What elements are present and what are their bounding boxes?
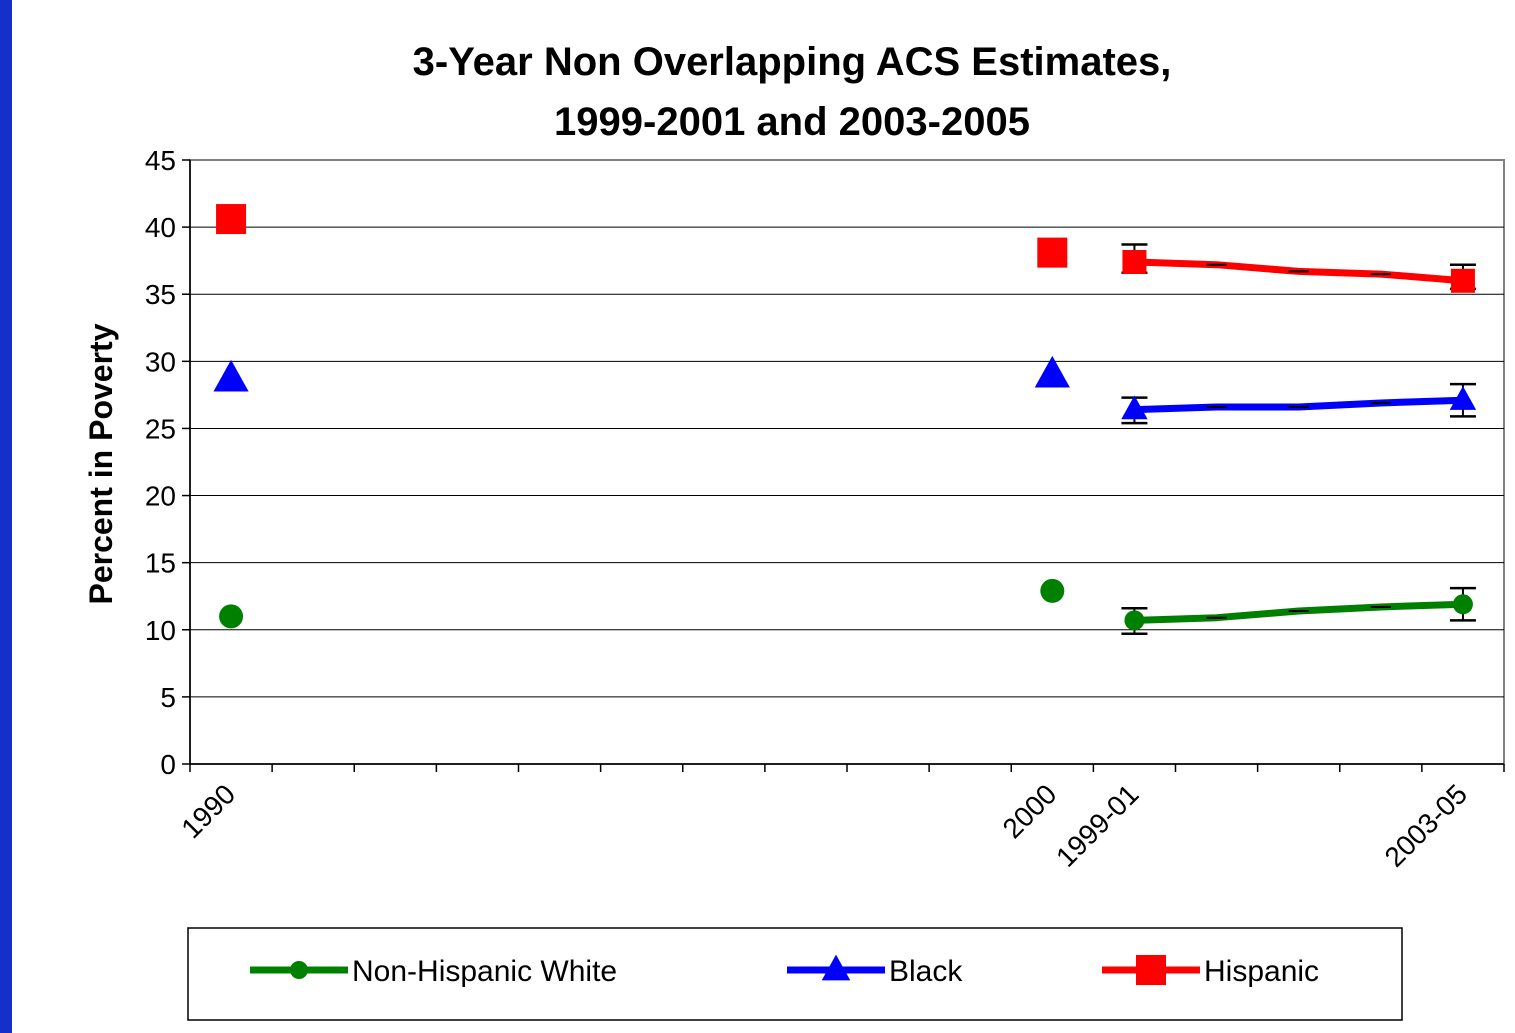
y-axis: 0 5 10 15 20 25 30 35 40 45 — [145, 145, 191, 780]
y-axis-title: Percent in Poverty — [83, 323, 119, 604]
data-point-white — [1040, 578, 1065, 603]
slide-background: 3-Year Non Overlapping ACS Estimates, 19… — [12, 0, 1515, 1033]
data-point-hispanic — [1450, 268, 1475, 293]
data-point-white — [1124, 610, 1145, 631]
legend-item-hispanic: Hispanic — [1102, 955, 1319, 988]
data-point-black — [1121, 395, 1148, 420]
y-tick-label: 15 — [145, 548, 176, 579]
y-tick-label: 20 — [145, 481, 176, 512]
x-tick-label: 1990 — [175, 778, 241, 844]
series-hispanic — [216, 204, 1476, 293]
y-tick-label: 30 — [145, 346, 176, 377]
legend-marker-black — [821, 954, 851, 981]
y-tick-label: 25 — [145, 413, 176, 444]
x-tick-label: 2000 — [997, 778, 1063, 844]
chart-title-line-1: 3-Year Non Overlapping ACS Estimates, — [413, 40, 1172, 84]
data-point-white — [1452, 594, 1473, 615]
y-tick-label: 5 — [160, 682, 176, 713]
data-point-black — [213, 359, 249, 392]
y-tick-label: 0 — [160, 749, 176, 780]
data-point-hispanic — [216, 204, 247, 235]
legend-label: Black — [889, 955, 963, 988]
chart-title: 3-Year Non Overlapping ACS Estimates, 19… — [413, 40, 1172, 144]
chart-title-line-2: 1999-2001 and 2003-2005 — [554, 100, 1030, 144]
legend: Non-Hispanic White Black Hispanic — [187, 927, 1403, 1021]
y-tick-label: 35 — [145, 279, 176, 310]
series-black — [213, 355, 1477, 425]
data-point-white — [219, 604, 244, 629]
data-point-black — [1034, 355, 1070, 388]
x-tick-label: 2003-05 — [1379, 778, 1474, 873]
y-tick-label: 45 — [145, 145, 176, 176]
legend-label: Hispanic — [1204, 955, 1319, 988]
legend-label: Non-Hispanic White — [352, 955, 617, 988]
plot-area — [189, 159, 1505, 765]
plot-frame — [189, 159, 1505, 765]
data-point-black — [1449, 386, 1477, 410]
legend-box — [187, 927, 1403, 1021]
legend-marker-white — [290, 961, 308, 979]
data-point-hispanic — [1122, 250, 1147, 275]
y-tick-label: 10 — [145, 615, 176, 646]
poverty-chart: 3-Year Non Overlapping ACS Estimates, 19… — [83, 40, 1505, 1021]
series-white — [219, 578, 1476, 636]
legend-item-white: Non-Hispanic White — [250, 955, 617, 988]
legend-marker-hispanic — [1136, 955, 1166, 985]
y-tick-label: 40 — [145, 212, 176, 243]
series-layer — [213, 204, 1477, 636]
data-point-hispanic — [1037, 237, 1068, 268]
x-tick-label: 1999-01 — [1050, 778, 1145, 873]
legend-item-black: Black — [787, 954, 963, 988]
